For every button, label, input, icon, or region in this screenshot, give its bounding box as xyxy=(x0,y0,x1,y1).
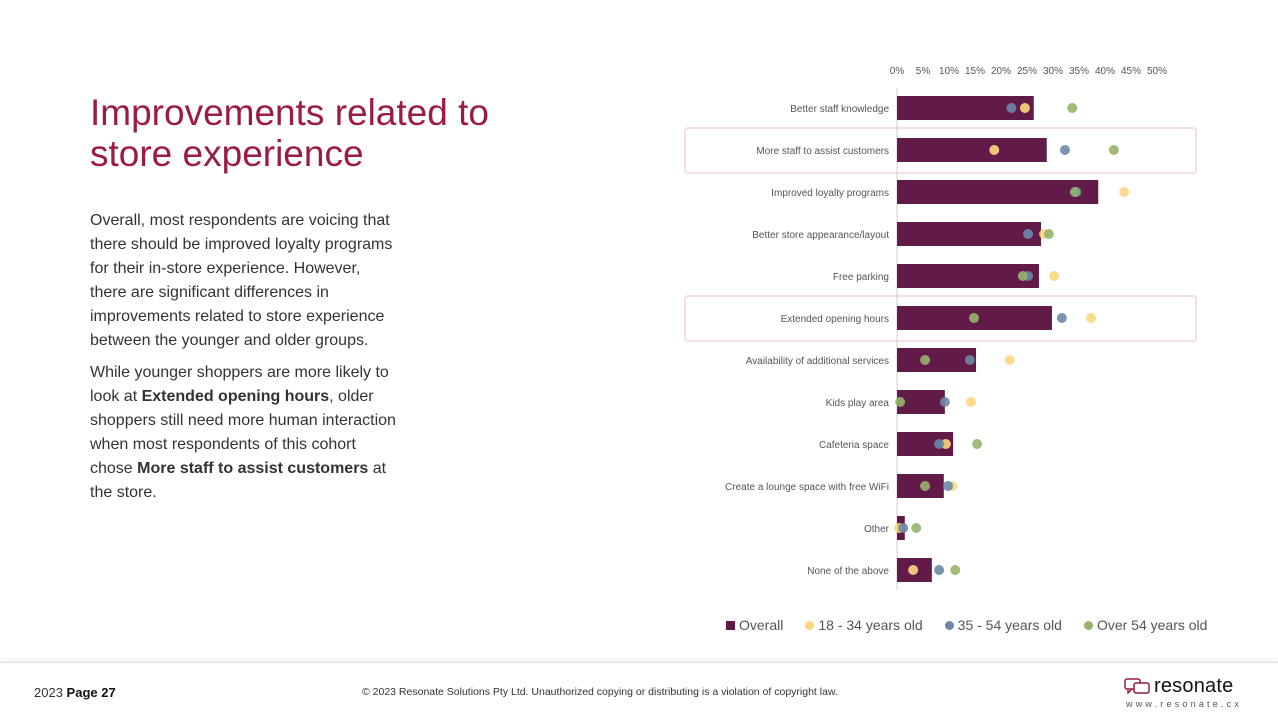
dot-18-34-years-old xyxy=(1004,355,1015,365)
dot-over-54-years-old xyxy=(920,481,931,491)
x-tick-label: 15% xyxy=(965,66,985,77)
chart: 0% 5% 10% 15% 20% 25% 30% 35% 40% 45% 50% Better st… xyxy=(684,66,1197,590)
dot-over-54-years-old xyxy=(968,313,979,323)
legend-item: Overall xyxy=(726,617,783,633)
dot-18-34-years-old xyxy=(965,397,976,407)
dot-35-54-years-old xyxy=(934,439,945,449)
x-tick-label: 10% xyxy=(939,66,959,77)
text: , older shoppers still need more human i… xyxy=(90,388,396,477)
dot-over-54-years-old xyxy=(1017,271,1028,281)
category-label: Other xyxy=(864,524,890,535)
x-tick-label: 5% xyxy=(916,66,931,77)
dot-35-54-years-old xyxy=(964,355,975,365)
text: at the store. xyxy=(90,460,387,501)
x-tick-label: 35% xyxy=(1069,66,1089,77)
dot-18-34-years-old xyxy=(1019,103,1030,113)
category-label: None of the above xyxy=(807,566,889,577)
chart-legend: Overall 18 - 34 years old 35 - 54 years ol… xyxy=(726,617,1207,633)
dot-over-54-years-old xyxy=(895,397,906,407)
category-label: Availability of additional services xyxy=(746,356,889,367)
category-label: Create a lounge space with free WiFi xyxy=(725,482,889,493)
dot-35-54-years-old xyxy=(934,565,945,575)
dot-over-54-years-old xyxy=(1067,103,1078,113)
category-label: Cafeteria space xyxy=(819,440,889,451)
paragraph-2: While younger shoppers are more likely t… xyxy=(90,361,400,505)
paragraph-1: Overall, most respondents are voicing th… xyxy=(90,212,393,349)
year: 2023 xyxy=(34,685,63,700)
legend-label: Over 54 years old xyxy=(1096,617,1208,633)
category-label: Extended opening hours xyxy=(781,314,889,325)
body-text: Overall, most respondents are voicing th… xyxy=(90,209,400,513)
dot-35-54-years-old xyxy=(1059,145,1070,155)
legend-swatch xyxy=(1083,620,1093,630)
category-label: More staff to assist customers xyxy=(756,146,889,157)
x-tick-label: 20% xyxy=(991,66,1011,77)
x-tick-label: 0% xyxy=(890,66,905,77)
page-label: Page 27 xyxy=(66,685,116,700)
dot-over-54-years-old xyxy=(920,355,931,365)
category-label: Better staff knowledge xyxy=(790,104,889,115)
dot-18-34-years-old xyxy=(908,565,919,575)
logo-url: www.resonate.cx xyxy=(1126,699,1243,709)
legend-label: Overall xyxy=(739,617,784,633)
dot-18-34-years-old xyxy=(989,145,1000,155)
bar-overall xyxy=(897,222,1042,246)
x-tick-label: 25% xyxy=(1017,66,1037,77)
legend-swatch xyxy=(726,620,735,630)
dot-35-54-years-old xyxy=(942,481,953,491)
copyright: © 2023 Resonate Solutions Pty Ltd. Unaut… xyxy=(362,686,838,698)
legend-item: Over 54 years old xyxy=(1083,617,1208,633)
x-tick-label: 50% xyxy=(1147,66,1167,77)
highlight-box xyxy=(684,127,1197,174)
dot-35-54-years-old xyxy=(939,397,950,407)
emphasis: More staff to assist customers xyxy=(137,460,369,477)
dot-35-54-years-old xyxy=(898,523,909,533)
x-tick-label: 40% xyxy=(1095,66,1115,77)
category-label: Better store appearance/layout xyxy=(752,230,889,241)
legend-swatch xyxy=(944,620,954,630)
bar-overall xyxy=(897,348,977,372)
category-label: Kids play area xyxy=(826,398,890,409)
category-label: Free parking xyxy=(833,272,889,283)
dot-35-54-years-old xyxy=(1023,229,1034,239)
highlight-box xyxy=(684,295,1197,342)
page-title: Improvements related to store experience xyxy=(90,92,489,174)
legend-label: 18 - 34 years old xyxy=(818,617,923,633)
dot-over-54-years-old xyxy=(1069,187,1080,197)
dot-over-54-years-old xyxy=(911,523,922,533)
legend-item: 18 - 34 years old xyxy=(805,617,923,633)
dot-18-34-years-old xyxy=(1119,187,1130,197)
footer: 2023 Page 27 © 2023 Resonate Solutions P… xyxy=(0,662,1278,719)
x-tick-label: 30% xyxy=(1043,66,1063,77)
legend-item: 35 - 54 years old xyxy=(944,617,1062,633)
dot-18-34-years-old xyxy=(1049,271,1060,281)
speech-bubbles-icon xyxy=(1124,678,1150,695)
dot-35-54-years-old xyxy=(1006,103,1017,113)
dot-35-54-years-old xyxy=(1056,313,1067,323)
bar-overall xyxy=(897,264,1039,288)
dot-over-54-years-old xyxy=(1043,229,1054,239)
legend-swatch xyxy=(805,620,815,630)
logo-text: resonate xyxy=(1154,675,1234,697)
dot-over-54-years-old xyxy=(950,565,961,575)
category-label: Improved loyalty programs xyxy=(771,188,889,199)
dot-over-54-years-old xyxy=(1108,145,1119,155)
bar-overall xyxy=(897,180,1099,204)
legend-label: 35 - 54 years old xyxy=(957,617,1062,633)
bar-overall xyxy=(897,138,1047,162)
text: While younger shoppers are more likely t… xyxy=(90,364,389,405)
x-tick-label: 45% xyxy=(1121,66,1141,77)
emphasis: Extended opening hours xyxy=(141,388,330,405)
page-number: 2023 Page 27 xyxy=(34,685,116,700)
dot-over-54-years-old xyxy=(972,439,983,449)
dot-18-34-years-old xyxy=(1085,313,1096,323)
